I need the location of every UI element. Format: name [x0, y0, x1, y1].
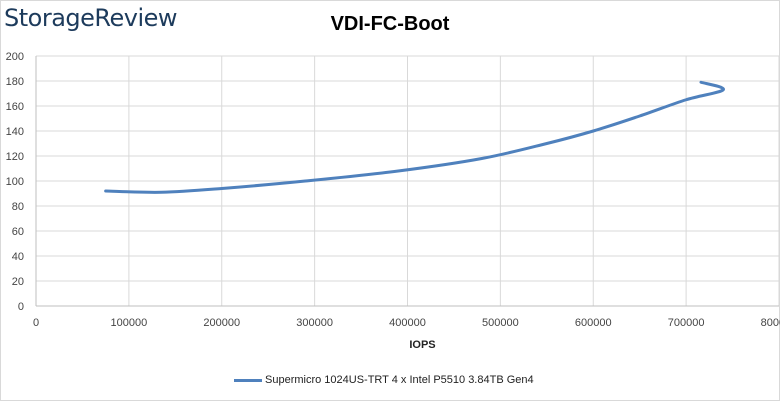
y-tick-label: 60 — [12, 226, 24, 238]
y-tick-label: 80 — [12, 201, 24, 213]
y-tick-label: 180 — [6, 76, 24, 88]
x-tick-label: 600000 — [575, 317, 612, 329]
legend: Supermicro 1024US-TRT 4 x Intel P5510 3.… — [234, 373, 534, 387]
gridlines — [35, 55, 780, 307]
x-tick-label: 400000 — [389, 317, 426, 329]
y-tick-label: 0 — [18, 301, 24, 313]
x-tick-label: 300000 — [296, 317, 333, 329]
y-tick-labels: 0 20 40 60 80 100 120 140 160 180 200 — [6, 51, 24, 313]
series-line — [104, 80, 725, 194]
x-tick-label: 500000 — [482, 317, 519, 329]
chart-title: VDI-FC-Boot — [0, 13, 780, 36]
y-tick-label: 40 — [12, 251, 24, 263]
y-tick-label: 100 — [6, 176, 24, 188]
storagereview-logo: StorageReview — [4, 4, 178, 32]
x-tick-label: 100000 — [111, 317, 148, 329]
chart-title-text: VDI-FC-Boot — [330, 13, 450, 35]
legend-label: Supermicro 1024US-TRT 4 x Intel P5510 3.… — [265, 374, 534, 386]
x-axis-label: IOPS — [409, 339, 435, 351]
x-tick-label: 200000 — [203, 317, 240, 329]
y-tick-label: 140 — [6, 126, 24, 138]
x-tick-label: 800000 — [761, 317, 780, 329]
x-tick-label: 0 — [33, 317, 39, 329]
y-tick-label: 160 — [6, 101, 24, 113]
series-lines — [104, 80, 725, 194]
y-tick-label: 120 — [6, 151, 24, 163]
y-tick-label: 200 — [6, 51, 24, 63]
x-tick-labels: 0 100000 200000 300000 400000 500000 600000 700… — [33, 317, 780, 329]
axes — [35, 56, 779, 307]
legend-swatch — [234, 378, 262, 382]
x-tick-label: 700000 — [668, 317, 705, 329]
y-tick-label: 20 — [12, 276, 24, 288]
